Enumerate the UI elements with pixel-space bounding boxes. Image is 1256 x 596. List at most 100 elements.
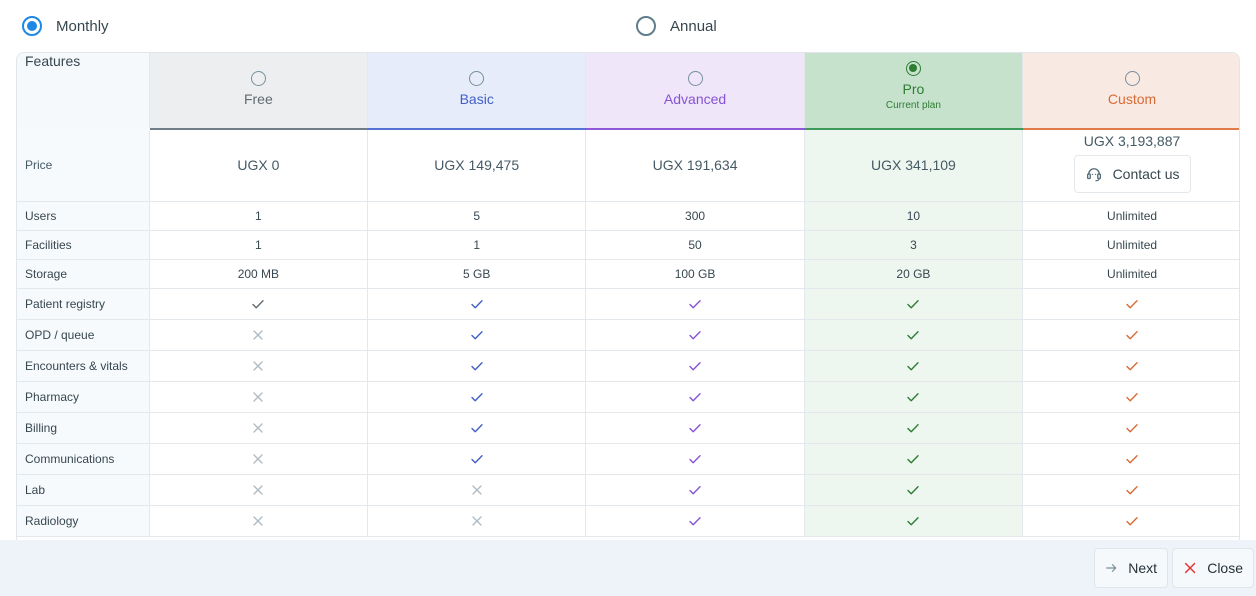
feature-cell-custom [1022, 443, 1239, 475]
feature-cell-advanced [585, 381, 805, 413]
value-cell-advanced: 100 GB [585, 259, 805, 289]
feature-row: OPD / queue [17, 319, 1239, 351]
annual-label: Annual [670, 17, 717, 35]
plan-header-advanced[interactable]: Advanced [585, 53, 805, 130]
value-cell-advanced: 50 [585, 230, 805, 260]
features-header: Features [17, 53, 150, 129]
plan-header-row: Features Free Basic Advanced Pro Current … [17, 53, 1239, 130]
plan-header-basic[interactable]: Basic [367, 53, 587, 130]
feature-cell-custom [1022, 412, 1239, 444]
row-label: Billing [17, 412, 150, 444]
dialog-footer: Next Close [0, 540, 1256, 596]
check-icon [1126, 300, 1138, 309]
value-row: Facilities 1 1 50 3 Unlimited [17, 230, 1239, 260]
feature-row: Communications [17, 443, 1239, 475]
feature-cell-pro [804, 474, 1024, 506]
check-icon [689, 362, 701, 371]
check-icon [1126, 486, 1138, 495]
value-cell-pro: 10 [804, 201, 1024, 231]
feature-cell-advanced [585, 288, 805, 320]
check-icon [471, 300, 483, 309]
monthly-label: Monthly [56, 17, 109, 35]
monthly-radio[interactable] [22, 16, 42, 36]
feature-cell-custom [1022, 474, 1239, 506]
feature-cell-basic [367, 443, 587, 475]
check-icon [471, 393, 483, 402]
plan-radio-free[interactable] [250, 71, 266, 86]
value-row: Storage 200 MB 5 GB 100 GB 20 GB Unlimited [17, 259, 1239, 289]
feature-row: Billing [17, 412, 1239, 444]
next-button[interactable]: Next [1094, 548, 1168, 588]
row-label: Facilities [17, 230, 150, 260]
check-icon [252, 300, 265, 309]
feature-cell-free [149, 505, 369, 537]
check-icon [907, 393, 920, 402]
value-cell-custom: Unlimited [1022, 201, 1239, 231]
price-basic: UGX 149,475 [367, 129, 587, 202]
plan-radio-custom[interactable] [1124, 71, 1140, 86]
value-cell-advanced: 300 [585, 201, 805, 231]
plan-radio-pro[interactable] [905, 61, 921, 76]
check-icon [907, 517, 920, 526]
value-cell-pro: 3 [804, 230, 1024, 260]
plan-radio-basic[interactable] [469, 71, 485, 86]
price-free: UGX 0 [149, 129, 369, 202]
feature-cell-advanced [585, 412, 805, 444]
cross-icon [253, 485, 264, 495]
check-icon [471, 455, 483, 464]
plan-header-pro[interactable]: Pro Current plan [804, 53, 1024, 130]
feature-cell-custom [1022, 381, 1239, 413]
feature-cell-custom [1022, 350, 1239, 382]
value-cell-free: 1 [149, 201, 369, 231]
check-icon [471, 362, 483, 371]
row-label: Lab [17, 474, 150, 506]
row-label: Communications [17, 443, 150, 475]
cross-icon [253, 392, 264, 402]
row-label: Pharmacy [17, 381, 150, 413]
check-icon [907, 331, 920, 340]
check-icon [689, 455, 701, 464]
feature-cell-free [149, 350, 369, 382]
feature-cell-custom [1022, 288, 1239, 320]
annual-radio[interactable] [636, 16, 656, 36]
plan-comparison-table: Features Free Basic Advanced Pro Current … [16, 52, 1240, 540]
arrow-right-icon [1106, 564, 1117, 572]
check-icon [907, 300, 920, 309]
feature-cell-free [149, 319, 369, 351]
billing-annual-option[interactable]: Annual [636, 16, 717, 36]
row-label: Encounters & vitals [17, 350, 150, 382]
feature-cell-free [149, 474, 369, 506]
feature-cell-basic [367, 288, 587, 320]
row-label: Users [17, 201, 150, 231]
feature-cell-pro [804, 350, 1024, 382]
plan-radio-advanced[interactable] [687, 71, 703, 86]
feature-cell-basic [367, 412, 587, 444]
check-icon [907, 455, 920, 464]
feature-cell-pro [804, 288, 1024, 320]
plan-header-free[interactable]: Free [149, 53, 369, 130]
billing-monthly-option[interactable]: Monthly [22, 16, 109, 36]
feature-cell-basic [367, 381, 587, 413]
check-icon [471, 424, 483, 433]
price-custom: UGX 3,193,887 [1083, 133, 1181, 150]
close-button[interactable]: Close [1172, 548, 1254, 588]
feature-cell-custom [1022, 505, 1239, 537]
feature-row: Pharmacy [17, 381, 1239, 413]
plan-header-custom[interactable]: Custom [1022, 53, 1239, 130]
check-icon [1126, 424, 1138, 433]
row-label: Radiology [17, 505, 150, 537]
check-icon [1126, 393, 1138, 402]
row-label: OPD / queue [17, 319, 150, 351]
feature-cell-advanced [585, 505, 805, 537]
check-icon [471, 331, 483, 340]
check-icon [1126, 455, 1138, 464]
price-label: Price [17, 129, 150, 202]
price-custom-cell: UGX 3,193,887 Contact us [1022, 129, 1239, 202]
value-cell-basic: 5 [367, 201, 587, 231]
check-icon [907, 486, 920, 495]
features-header-label: Features [25, 53, 81, 69]
contact-us-button[interactable]: Contact us [1073, 155, 1191, 194]
check-icon [689, 424, 701, 433]
cross-icon [253, 361, 264, 371]
cross-icon [253, 516, 264, 526]
